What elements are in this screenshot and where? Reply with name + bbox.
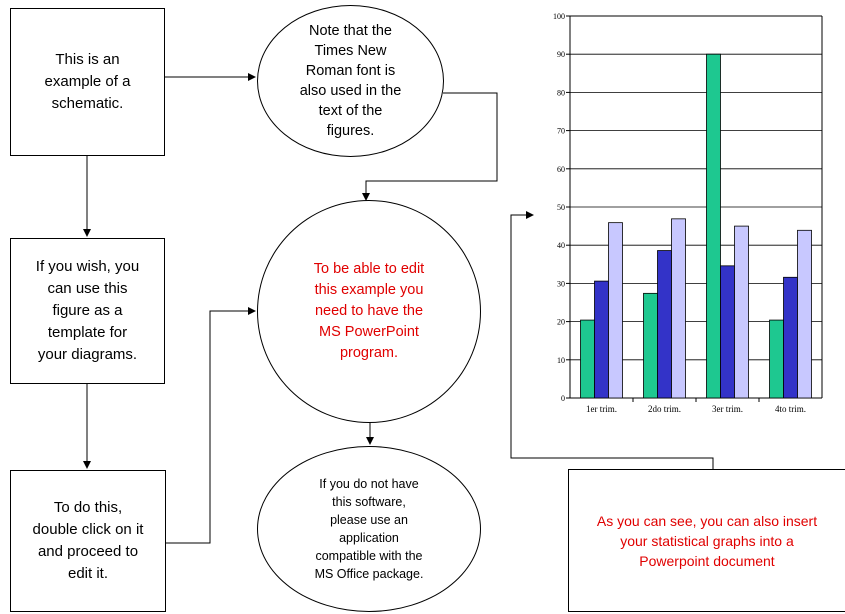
font-note-text: Note that the Times New Roman font is al… [299,23,402,139]
x-category-label: 1er trim. [586,404,617,414]
y-tick-label: 60 [557,165,565,174]
y-tick-label: 40 [557,241,565,250]
x-category-label: 4to trim. [775,404,806,414]
bar [783,276,798,399]
schematic-box: This is an example of a schematic. [10,8,165,156]
bar [657,250,672,399]
y-tick-label: 50 [557,203,565,212]
edit-requirement-circle: To be able to edit this example you need… [257,200,481,423]
bar [720,265,735,399]
bar [769,319,784,399]
graphs-note-text: As you can see, you can also insert your… [596,512,818,569]
connector-double-click-to-edit-circle [166,307,256,544]
y-tick-label: 80 [557,88,565,97]
x-category-label: 2do trim. [648,404,681,414]
x-category-label: 3er trim. [712,404,743,414]
bar [797,229,812,399]
edit-requirement-text: To be able to edit this example you need… [313,261,425,361]
font-note-ellipse: Note that the Times New Roman font is al… [257,5,444,157]
schematic-text: This is an example of a schematic. [44,51,131,112]
y-tick-label: 100 [553,12,565,21]
double-click-box: To do this, double click on it and proce… [10,470,166,612]
bar [580,319,595,399]
bar [706,53,721,399]
y-tick-label: 0 [561,394,565,403]
template-box: If you wish, you can use this figure as … [10,238,165,384]
double-click-text: To do this, double click on it and proce… [32,499,144,582]
y-tick-label: 90 [557,50,565,59]
connector-note-to-edit-circle [362,92,498,201]
bar [608,222,623,399]
bar [643,292,658,399]
y-tick-label: 30 [557,279,565,288]
software-ellipse: If you do not have this software, please… [257,446,481,612]
bar [594,280,609,399]
software-text: If you do not have this software, please… [314,477,424,581]
connector-graphs-box-to-chart [510,211,714,469]
bar [671,218,686,399]
y-tick-label: 10 [557,356,565,365]
y-tick-label: 70 [557,127,565,136]
template-text: If you wish, you can use this figure as … [35,258,140,363]
bar [734,225,749,399]
graphs-note-box: As you can see, you can also insert your… [568,469,845,612]
y-tick-label: 20 [557,318,565,327]
